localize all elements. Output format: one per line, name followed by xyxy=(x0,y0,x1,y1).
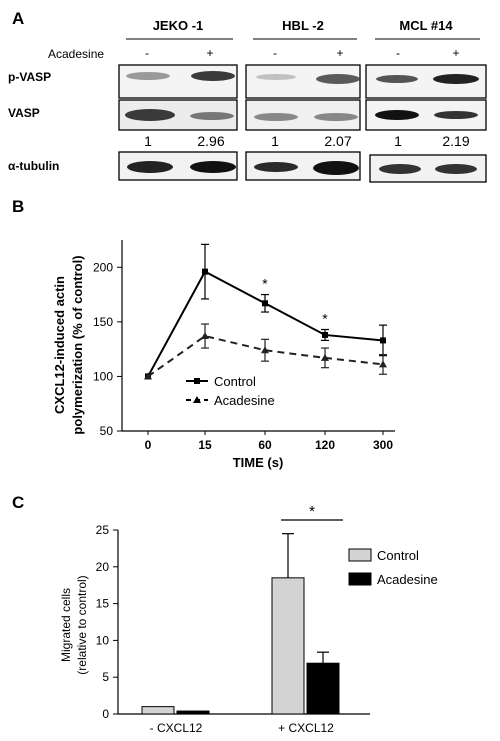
line-chart-y-tick-label: 100 xyxy=(93,369,113,383)
data-point-acadesine xyxy=(321,353,329,361)
panel-label-a: A xyxy=(12,9,24,28)
legend-swatch-acadesine xyxy=(348,572,372,586)
migration-bar-chart: Migrated cells (relative to control) 0 5 1… xyxy=(59,503,438,735)
data-point-acadesine xyxy=(261,346,269,354)
data-point-acadesine xyxy=(144,372,152,380)
blot-row-label-vasp: VASP xyxy=(8,106,40,120)
bar-chart-category-label: + CXCL12 xyxy=(278,721,334,735)
line-chart-xlabel: TIME (s) xyxy=(233,455,284,470)
data-point-control xyxy=(380,337,386,344)
bar-chart-category-label: - CXCL12 xyxy=(150,721,203,735)
blot-band xyxy=(316,74,360,84)
legend-swatch-control xyxy=(348,548,372,562)
significance-asterisk: * xyxy=(309,503,315,520)
data-point-control xyxy=(322,331,328,338)
bar-acadesine xyxy=(306,662,340,715)
legend-label-control: Control xyxy=(214,374,256,389)
blot-band xyxy=(191,71,235,81)
blot-box xyxy=(118,64,238,99)
blot-ratio-hbl-minus: 1 xyxy=(271,133,279,149)
line-chart-ylabel-line1: CXCL12-induced actin xyxy=(52,276,67,414)
blot-band xyxy=(254,162,298,172)
blot-group-label-jeko: JEKO -1 xyxy=(153,18,204,33)
blot-treatment-label: Acadesine xyxy=(48,47,104,61)
blot-band xyxy=(125,109,175,121)
blot-band xyxy=(435,164,477,174)
blot-ratio-mcl-minus: 1 xyxy=(394,133,402,149)
blot-band xyxy=(376,75,418,83)
bar-control xyxy=(141,706,175,715)
lane-sign-plus-mcl: + xyxy=(452,46,459,60)
legend-label-acadesine: Acadesine xyxy=(377,572,438,587)
panel-label-b: B xyxy=(12,197,24,216)
data-point-acadesine xyxy=(379,360,387,368)
blot-ratio-jeko-plus: 2.96 xyxy=(197,133,224,149)
lane-sign-minus-hbl: - xyxy=(273,46,277,60)
blot-band xyxy=(126,72,170,80)
significance-asterisk: * xyxy=(262,276,268,292)
blot-row-pvasp xyxy=(118,64,487,99)
line-chart-y-tick-label: 50 xyxy=(100,424,114,438)
blot-ratio-jeko-minus: 1 xyxy=(144,133,152,149)
significance-asterisk: * xyxy=(322,310,328,326)
legend-label-control: Control xyxy=(377,548,419,563)
blot-row-label-pvasp: p-VASP xyxy=(8,70,51,84)
legend-marker xyxy=(194,378,200,384)
blot-row-vasp xyxy=(118,99,487,131)
blot-ratio-mcl-plus: 2.19 xyxy=(442,133,469,149)
lane-sign-plus-hbl: + xyxy=(336,46,343,60)
bar-chart-y-tick-label: 15 xyxy=(96,597,110,611)
blot-band xyxy=(190,161,236,173)
lane-sign-plus-jeko: + xyxy=(206,46,213,60)
blot-band xyxy=(433,74,479,84)
actin-polymerization-line-chart: CXCL12-induced actin polymerization (% o… xyxy=(52,240,395,470)
legend-marker xyxy=(193,396,201,403)
legend-label-acadesine: Acadesine xyxy=(214,393,275,408)
blot-band xyxy=(434,111,478,119)
blot-band xyxy=(314,113,358,121)
data-point-acadesine xyxy=(201,332,209,340)
lane-sign-minus-jeko: - xyxy=(145,46,149,60)
bar-chart-y-tick-label: 20 xyxy=(96,560,110,574)
blot-row-tubulin xyxy=(118,151,487,183)
bar-chart-ylabel-line2: (relative to control) xyxy=(75,575,89,674)
line-chart-ylabel-line2: polymerization (% of control) xyxy=(70,255,85,434)
data-point-control xyxy=(262,300,268,307)
blot-band xyxy=(256,74,296,80)
bar-chart-ylabel-line1: Migrated cells xyxy=(59,588,73,662)
line-chart-x-tick-label: 60 xyxy=(258,438,272,452)
bar-chart-y-tick-label: 25 xyxy=(96,523,110,537)
data-point-control xyxy=(202,268,208,275)
line-chart-x-tick-label: 300 xyxy=(373,438,393,452)
blot-band xyxy=(379,164,421,174)
bar-chart-y-tick-label: 0 xyxy=(102,707,109,721)
bar-acadesine xyxy=(176,710,210,715)
line-chart-x-tick-label: 0 xyxy=(145,438,152,452)
blot-group-label-hbl: HBL -2 xyxy=(282,18,324,33)
blot-band xyxy=(190,112,234,120)
line-chart-x-tick-label: 15 xyxy=(198,438,212,452)
lane-sign-minus-mcl: - xyxy=(396,46,400,60)
bar-control xyxy=(271,577,305,715)
blot-ratio-hbl-plus: 2.07 xyxy=(324,133,351,149)
blot-band xyxy=(375,110,419,120)
line-chart-y-tick-label: 200 xyxy=(93,260,113,274)
line-chart-y-tick-label: 150 xyxy=(93,315,113,329)
blot-group-label-mcl: MCL #14 xyxy=(399,18,453,33)
panel-label-c: C xyxy=(12,493,24,512)
bar-chart-y-tick-label: 5 xyxy=(102,670,109,684)
blot-row-label-tubulin: α-tubulin xyxy=(8,159,59,173)
blot-band xyxy=(254,113,298,121)
blot-band xyxy=(127,161,173,173)
blot-band xyxy=(313,161,359,175)
bar-chart-y-tick-label: 10 xyxy=(96,633,110,647)
line-chart-x-tick-label: 120 xyxy=(315,438,335,452)
